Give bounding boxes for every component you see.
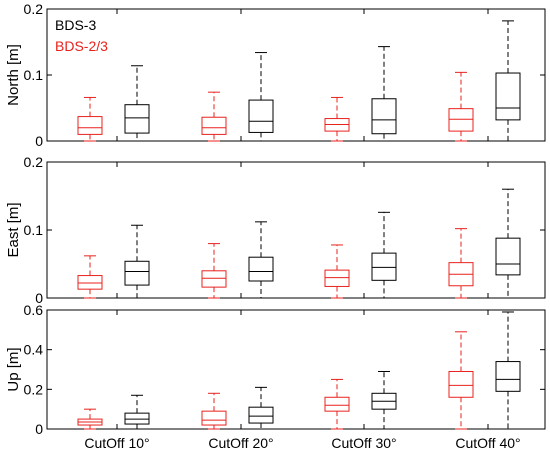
y-tick-label: 0.2 <box>24 381 44 397</box>
y-tick-label: 0 <box>35 133 43 149</box>
iqr-box <box>448 108 474 132</box>
iqr-box <box>201 410 227 426</box>
iqr-box <box>495 237 521 276</box>
x-tick-label: CutOff 30° <box>331 435 396 451</box>
box-bds23-2 <box>201 243 227 299</box>
y-tick-label: 0.1 <box>24 222 44 238</box>
y-axis-label: Up [m] <box>5 347 22 391</box>
panel-1: 0 0.1 0.2 North [m] BDS-3 BDS-2/3 <box>5 1 546 149</box>
y-tick-label: 0.2 <box>24 1 44 17</box>
box-bds23-1 <box>77 96 103 142</box>
legend-entry-bds23: BDS-2/3 <box>55 38 108 54</box>
plot-frame <box>46 309 546 430</box>
x-tick-label: CutOff 20° <box>208 435 273 451</box>
box-bds23-4 <box>448 331 474 430</box>
iqr-box <box>77 275 103 290</box>
iqr-box <box>448 370 474 398</box>
x-tick-label: CutOff 10° <box>84 435 149 451</box>
y-tick-label: 0 <box>35 421 43 437</box>
box-bds3-3 <box>371 370 397 430</box>
box-bds3-2 <box>248 52 274 142</box>
panel-2: 0 0.1 0.2 East [m] <box>5 154 546 306</box>
x-tick-label: CutOff 40° <box>455 435 520 451</box>
iqr-box <box>124 104 150 134</box>
legend-entry-bds3: BDS-3 <box>55 17 96 33</box>
box-bds23-4 <box>448 71 474 142</box>
y-tick-label: 0.6 <box>24 302 44 318</box>
iqr-box <box>495 72 521 121</box>
iqr-box <box>371 98 397 135</box>
iqr-box <box>248 406 274 424</box>
box-bds23-4 <box>448 228 474 299</box>
y-axis-label: North [m] <box>5 44 22 106</box>
box-bds3-3 <box>371 211 397 299</box>
box-bds23-3 <box>324 244 350 299</box>
box-bds3-4 <box>495 20 521 142</box>
iqr-box <box>248 99 274 133</box>
box-bds3-1 <box>124 65 150 142</box>
iqr-box <box>324 396 350 412</box>
iqr-box <box>201 116 227 135</box>
box-bds23-1 <box>77 408 103 430</box>
y-tick-label: 0.1 <box>24 67 44 83</box>
y-tick-label: 0 <box>35 290 43 306</box>
box-bds3-4 <box>495 311 521 430</box>
box-bds23-2 <box>201 392 227 430</box>
iqr-box <box>201 270 227 288</box>
y-tick-label: 0.2 <box>24 154 44 170</box>
iqr-box <box>248 256 274 282</box>
box-bds23-3 <box>324 96 350 142</box>
iqr-box <box>77 116 103 135</box>
y-tick-label: 0.4 <box>24 342 44 358</box>
iqr-box <box>124 260 150 286</box>
box-bds23-3 <box>324 378 350 430</box>
box-bds3-2 <box>248 386 274 430</box>
box-bds23-1 <box>77 255 103 299</box>
panel-3: 0 0.2 0.4 0.6 Up [m] CutOff 10° CutOff 20° CutO… <box>5 302 546 451</box>
iqr-box <box>371 252 397 281</box>
box-bds3-2 <box>248 221 274 299</box>
box-bds3-3 <box>371 46 397 142</box>
y-axis-label: East [m] <box>5 202 22 257</box>
box-bds3-4 <box>495 188 521 299</box>
box-bds3-1 <box>124 394 150 430</box>
box-bds3-1 <box>124 224 150 299</box>
box-bds23-2 <box>201 91 227 142</box>
iqr-box <box>495 361 521 392</box>
iqr-box <box>324 269 350 287</box>
